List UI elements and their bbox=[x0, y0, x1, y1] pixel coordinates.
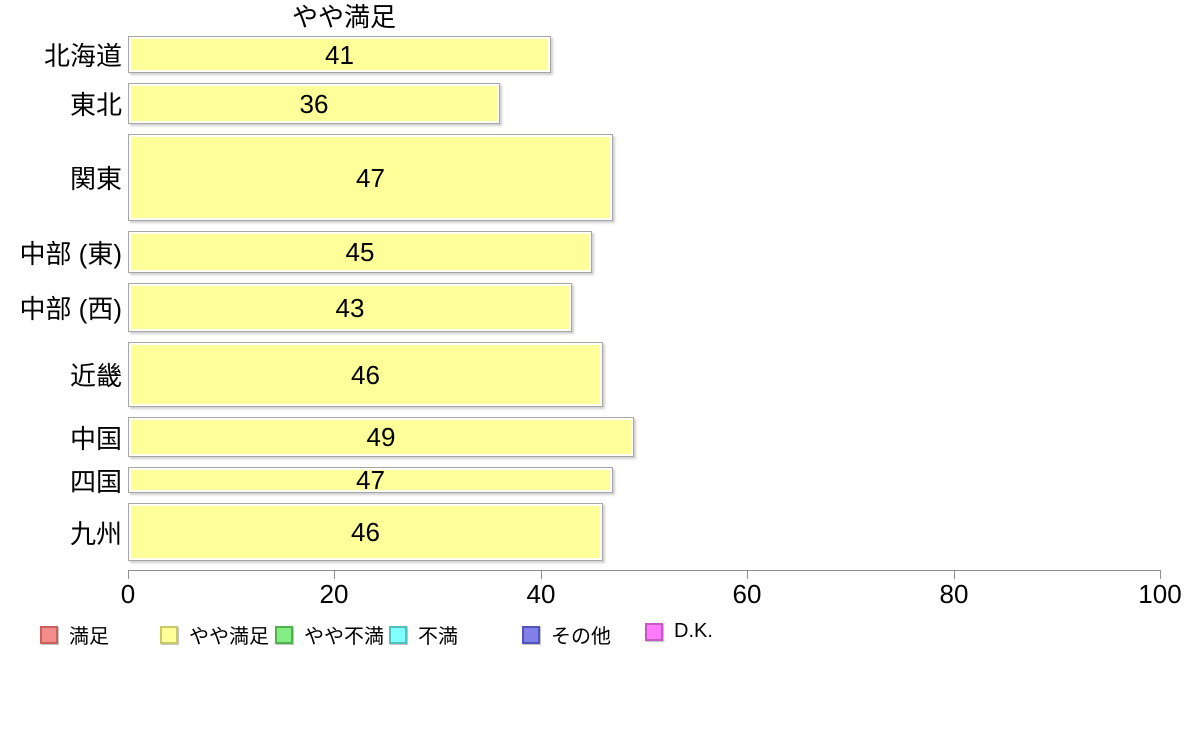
legend-label: 満足 bbox=[69, 626, 109, 648]
bar: 49 bbox=[128, 417, 634, 457]
category-label: 九州 bbox=[69, 518, 122, 549]
legend-swatch bbox=[645, 622, 663, 641]
bar-value-label: 47 bbox=[356, 465, 385, 495]
bar-value-label: 41 bbox=[325, 39, 354, 70]
x-axis-tick-label: 20 bbox=[319, 579, 349, 609]
chart-title: やや満足 bbox=[291, 2, 396, 32]
x-axis-tick bbox=[747, 570, 748, 579]
category-label: 四国 bbox=[69, 466, 122, 497]
legend-label: D.K. bbox=[674, 620, 713, 642]
bar-value-label: 49 bbox=[366, 422, 396, 452]
bar-value-label: 47 bbox=[356, 162, 385, 193]
bar: 45 bbox=[128, 231, 592, 273]
legend-item: D.K. bbox=[645, 620, 713, 643]
legend-item: やや満足 bbox=[160, 620, 269, 649]
x-axis-tick bbox=[334, 570, 335, 579]
bar-value-label: 45 bbox=[345, 237, 375, 267]
x-axis-tick bbox=[1160, 570, 1161, 579]
bar: 36 bbox=[128, 83, 500, 124]
x-axis-tick bbox=[541, 570, 542, 579]
x-axis-tick bbox=[128, 570, 129, 579]
bar: 47 bbox=[128, 134, 613, 221]
category-label: 関東 bbox=[69, 164, 122, 194]
bar-value-label: 43 bbox=[335, 292, 365, 323]
x-axis-tick-label: 60 bbox=[732, 579, 762, 609]
category-label: 中国 bbox=[69, 423, 122, 454]
legend-item: その他 bbox=[522, 620, 611, 649]
category-label: 中部 (西) bbox=[19, 294, 122, 324]
bar: 46 bbox=[128, 503, 603, 561]
legend-item: やや不満 bbox=[275, 620, 384, 649]
category-label: 近畿 bbox=[69, 361, 122, 391]
legend-swatch bbox=[40, 625, 58, 644]
category-label: 東北 bbox=[69, 90, 122, 120]
legend-swatch bbox=[275, 625, 293, 644]
x-axis-tick-label: 80 bbox=[939, 579, 969, 609]
legend-swatch bbox=[160, 625, 178, 644]
bar: 43 bbox=[128, 283, 572, 332]
legend-label: その他 bbox=[551, 626, 611, 648]
bar: 41 bbox=[128, 36, 551, 73]
category-label: 中部 (東) bbox=[19, 238, 122, 269]
x-axis-line bbox=[128, 570, 1161, 571]
bar: 47 bbox=[128, 467, 613, 493]
x-axis-tick-label: 40 bbox=[526, 579, 556, 609]
legend-item: 満足 bbox=[40, 620, 109, 649]
legend-swatch bbox=[389, 625, 407, 644]
legend-label: 不満 bbox=[418, 626, 458, 648]
legend-swatch bbox=[522, 625, 540, 644]
legend-label: やや満足 bbox=[189, 626, 269, 648]
bar-value-label: 36 bbox=[299, 88, 329, 119]
bar-value-label: 46 bbox=[351, 517, 380, 547]
x-axis-tick bbox=[954, 570, 955, 579]
bar-value-label: 46 bbox=[351, 359, 380, 390]
bar: 46 bbox=[128, 342, 603, 407]
category-label: 北海道 bbox=[43, 41, 122, 71]
x-axis-tick-label: 0 bbox=[120, 579, 136, 609]
x-axis-tick-label: 100 bbox=[1138, 579, 1182, 609]
legend-label: やや不満 bbox=[304, 626, 384, 648]
legend-item: 不満 bbox=[389, 620, 458, 649]
